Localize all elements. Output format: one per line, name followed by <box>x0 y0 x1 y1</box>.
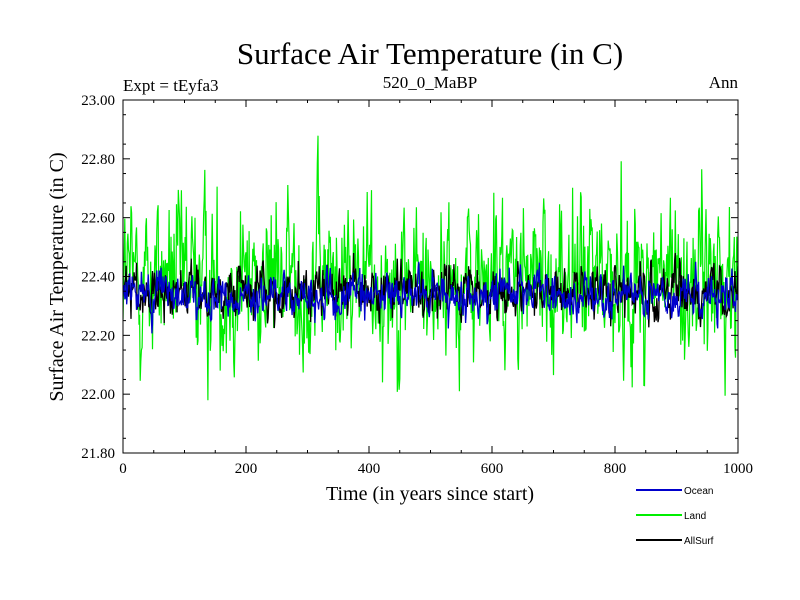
y-tick-label: 23.00 <box>81 93 115 109</box>
x-tick-label: 0 <box>119 461 127 477</box>
y-tick-label: 22.40 <box>81 270 115 286</box>
x-tick-label: 800 <box>604 461 627 477</box>
experiment-label: Expt = tEyfa3 <box>123 76 219 95</box>
series-layer <box>123 135 738 401</box>
legend-label-land: Land <box>684 511 706 522</box>
y-tick-label: 21.80 <box>81 446 115 462</box>
legend: Ocean Land AllSurf <box>636 486 714 547</box>
chart-title: Surface Air Temperature (in C) <box>237 36 623 71</box>
axis-ticks: 0 200 400 600 800 1000 21.80 22.00 22.20 22.40 22.… <box>81 93 753 477</box>
x-tick-label: 1000 <box>723 461 753 477</box>
y-tick-label: 22.20 <box>81 328 115 344</box>
season-label: Ann <box>709 73 739 92</box>
y-axis-label: Surface Air Temperature (in C) <box>46 152 68 401</box>
legend-label-allsurf: AllSurf <box>684 536 714 547</box>
x-tick-label: 200 <box>235 461 258 477</box>
period-label: 520_0_MaBP <box>383 73 477 92</box>
y-tick-label: 22.00 <box>81 387 115 403</box>
y-tick-label: 22.80 <box>81 152 115 168</box>
y-tick-label: 22.60 <box>81 211 115 227</box>
legend-label-ocean: Ocean <box>684 486 713 497</box>
x-tick-label: 600 <box>481 461 504 477</box>
series-line-ocean <box>123 261 738 334</box>
x-tick-label: 400 <box>358 461 381 477</box>
x-axis-label: Time (in years since start) <box>326 483 534 505</box>
